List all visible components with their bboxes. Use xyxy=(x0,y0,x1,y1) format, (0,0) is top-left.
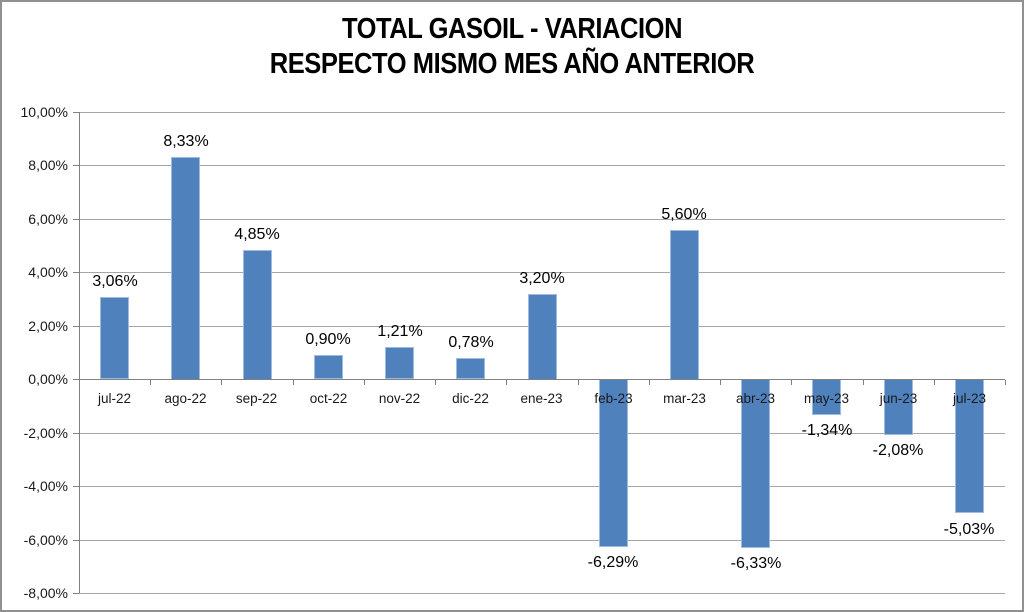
gridline-6 xyxy=(79,219,1005,220)
x-axis-tick-4 xyxy=(364,380,365,385)
category-label-jul-22: jul-22 xyxy=(97,391,132,406)
bar-jun-23 xyxy=(884,379,913,435)
chart-title-line2: RESPECTO MISMO MES AÑO ANTERIOR xyxy=(269,48,755,80)
x-axis-tick-13 xyxy=(1005,380,1006,385)
category-label-nov-22: nov-22 xyxy=(378,391,421,406)
x-axis-tick-9 xyxy=(720,380,721,385)
y-axis-label-0: 0,00% xyxy=(28,371,68,387)
gridline--4 xyxy=(79,486,1005,487)
y-axis-label--8: -8,00% xyxy=(23,585,68,601)
y-axis-label-10: 10,00% xyxy=(20,104,68,120)
category-label-dic-22: dic-22 xyxy=(452,391,489,406)
gridline--2 xyxy=(79,433,1005,434)
y-axis-label-2: 2,00% xyxy=(28,318,68,334)
category-label-sep-22: sep-22 xyxy=(235,391,278,406)
y-axis-tick-0 xyxy=(73,379,79,380)
data-label-ago-22: 8,33% xyxy=(163,133,209,150)
data-label-oct-22: 0,90% xyxy=(305,331,351,348)
data-label-mar-23: 5,60% xyxy=(661,206,707,223)
bar-mar-23 xyxy=(670,230,699,380)
gridline--6 xyxy=(79,540,1005,541)
data-label-jul-22: 3,06% xyxy=(92,273,138,290)
y-axis-tick--6 xyxy=(73,540,79,541)
x-axis-line xyxy=(79,379,1005,380)
chart-title-line1: TOTAL GASOIL - VARIACION xyxy=(341,13,683,45)
bar-ago-22 xyxy=(171,157,200,380)
gridline-4 xyxy=(79,272,1005,273)
y-axis-label--4: -4,00% xyxy=(23,478,68,494)
category-label-feb-23: feb-23 xyxy=(594,391,633,406)
category-label-oct-22: oct-22 xyxy=(309,391,348,406)
y-axis-label--6: -6,00% xyxy=(23,532,68,548)
data-label-dic-22: 0,78% xyxy=(448,334,494,351)
category-label-ene-23: ene-23 xyxy=(520,391,563,406)
x-axis-tick-3 xyxy=(293,380,294,385)
x-axis-tick-12 xyxy=(934,380,935,385)
y-axis-line xyxy=(79,112,80,593)
bar-sep-22 xyxy=(243,250,272,380)
y-axis-tick--8 xyxy=(73,593,79,594)
data-label-abr-23: -6,33% xyxy=(730,555,782,572)
x-axis-tick-7 xyxy=(578,380,579,385)
y-axis-tick-8 xyxy=(73,165,79,166)
x-axis-tick-2 xyxy=(221,380,222,385)
data-label-sep-22: 4,85% xyxy=(234,226,280,243)
gridline-10 xyxy=(79,112,1005,113)
bar-jul-22 xyxy=(100,297,129,379)
bar-ene-23 xyxy=(528,294,557,380)
category-label-jul-23: jul-23 xyxy=(952,391,987,406)
bar-nov-22 xyxy=(385,347,414,379)
x-axis-tick-6 xyxy=(506,380,507,385)
data-label-feb-23: -6,29% xyxy=(587,554,639,571)
x-axis-tick-10 xyxy=(791,380,792,385)
bar-feb-23 xyxy=(599,379,628,547)
x-axis-tick-0 xyxy=(79,380,80,385)
data-label-jun-23: -2,08% xyxy=(872,442,924,459)
category-label-jun-23: jun-23 xyxy=(879,391,918,406)
x-axis-tick-11 xyxy=(863,380,864,385)
category-label-may-23: may-23 xyxy=(803,391,849,406)
category-label-ago-22: ago-22 xyxy=(164,391,207,406)
x-axis-tick-1 xyxy=(150,380,151,385)
bar-oct-22 xyxy=(314,355,343,379)
y-axis-tick-6 xyxy=(73,219,79,220)
y-axis-label-6: 6,00% xyxy=(28,211,68,227)
category-label-mar-23: mar-23 xyxy=(663,391,706,406)
x-axis-tick-5 xyxy=(435,380,436,385)
chart-title: TOTAL GASOIL - VARIACION RESPECTO MISMO … xyxy=(63,12,961,82)
y-axis-tick--2 xyxy=(73,433,79,434)
y-axis-tick--4 xyxy=(73,486,79,487)
y-axis-label-4: 4,00% xyxy=(28,264,68,280)
data-label-nov-22: 1,21% xyxy=(377,323,423,340)
bar-abr-23 xyxy=(741,379,770,548)
category-label-abr-23: abr-23 xyxy=(735,391,776,406)
bar-may-23 xyxy=(812,379,841,415)
data-label-ene-23: 3,20% xyxy=(519,270,565,287)
gridline-8 xyxy=(79,165,1005,166)
y-axis-tick-4 xyxy=(73,272,79,273)
data-label-may-23: -1,34% xyxy=(801,422,853,439)
y-axis-tick-10 xyxy=(73,112,79,113)
bar-jul-23 xyxy=(955,379,984,513)
bar-dic-22 xyxy=(456,358,485,379)
y-axis-label-8: 8,00% xyxy=(28,157,68,173)
gridline--8 xyxy=(79,593,1005,594)
y-axis-tick-2 xyxy=(73,326,79,327)
y-axis-label--2: -2,00% xyxy=(23,425,68,441)
data-label-jul-23: -5,03% xyxy=(943,521,995,538)
x-axis-tick-8 xyxy=(649,380,650,385)
